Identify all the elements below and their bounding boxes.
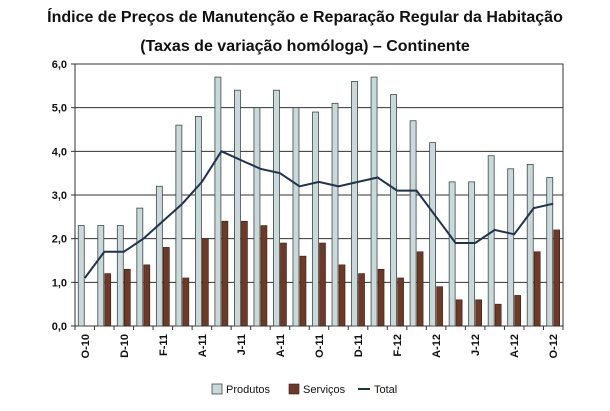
servicos-bar	[533, 251, 541, 327]
produtos-bar	[234, 89, 241, 327]
produtos-bar	[409, 120, 417, 327]
y-tick-label: 1,0	[52, 277, 67, 289]
servicos-bar	[338, 264, 346, 327]
produtos-bar	[390, 94, 397, 327]
produtos-bar	[97, 225, 105, 327]
x-tick-label: F-12	[392, 334, 404, 357]
servicos-bar	[436, 286, 443, 327]
produtos-bar	[526, 164, 534, 327]
servicos-bar	[104, 273, 112, 327]
produtos-bar	[487, 155, 495, 327]
x-tick-label: O-11	[314, 334, 326, 358]
legend-label-servicos: Serviços	[303, 384, 346, 396]
x-tick-label: A-11	[275, 334, 287, 357]
produtos-bar	[507, 168, 515, 327]
produtos-bar	[194, 116, 202, 327]
produtos-bar	[546, 177, 554, 327]
servicos-bar	[475, 299, 482, 327]
servicos-bar	[358, 273, 365, 327]
x-tick-label: J-11	[236, 334, 248, 355]
produtos-bar	[253, 107, 261, 327]
y-tick-label: 2,0	[52, 234, 67, 246]
x-tick-label: O-12	[548, 334, 560, 358]
x-tick-label: F-11	[158, 334, 170, 356]
servicos-bar	[202, 238, 209, 327]
servicos-bar	[416, 251, 424, 327]
produtos-bar	[155, 185, 163, 327]
produtos-bar	[175, 124, 183, 327]
servicos-bar	[241, 220, 248, 327]
x-tick-label: A-12	[431, 334, 443, 358]
produtos-bar	[312, 111, 319, 327]
servicos-bar	[455, 299, 463, 327]
x-tick-label: J-12	[470, 334, 482, 356]
produtos-bar	[116, 225, 124, 327]
servicos-bar	[319, 242, 326, 327]
servicos-bar	[299, 255, 307, 327]
produtos-bar	[351, 81, 358, 327]
produtos-bar	[292, 107, 300, 327]
servicos-bar	[494, 303, 502, 327]
produtos-bar	[273, 89, 280, 327]
chart-subtitle: (Taxas de variação homóloga) – Continent…	[140, 38, 470, 55]
servicos-bar	[260, 225, 268, 327]
servicos-bar	[124, 268, 131, 327]
produtos-bar	[448, 181, 456, 327]
legend-label-total: Total	[374, 384, 397, 396]
produtos-bar	[370, 76, 378, 327]
servicos-bar	[377, 268, 385, 327]
y-tick-label: 5,0	[52, 103, 67, 115]
x-tick-label: D-11	[353, 334, 365, 357]
x-tick-label: A-12	[509, 334, 521, 358]
x-tick-label: D-10	[119, 334, 131, 358]
legend-swatch-servicos	[288, 383, 300, 395]
x-tick-label: A-11	[197, 334, 209, 357]
chart-title: Índice de Preços de Manutenção e Reparaç…	[47, 9, 563, 26]
produtos-bar	[214, 76, 222, 327]
produtos-bar	[77, 225, 85, 327]
total-line	[83, 150, 554, 279]
y-tick-label: 3,0	[52, 190, 67, 202]
servicos-bar	[163, 247, 170, 327]
produtos-bar	[136, 207, 144, 327]
legend-swatch-produtos	[211, 383, 223, 395]
servicos-bar	[143, 264, 151, 327]
produtos-bar	[331, 102, 339, 327]
servicos-bar	[182, 277, 190, 327]
servicos-bar	[397, 277, 404, 327]
y-tick-label: 4,0	[52, 146, 67, 158]
servicos-bar	[280, 242, 287, 327]
servicos-bar	[221, 220, 229, 327]
x-tick-label: O-10	[80, 334, 92, 358]
servicos-bar	[514, 295, 522, 327]
y-tick-label: 0,0	[52, 321, 67, 333]
y-tick-label: 6,0	[52, 59, 67, 71]
legend-label-produtos: Produtos	[226, 384, 271, 396]
produtos-bar	[429, 142, 437, 327]
produtos-bar	[468, 181, 476, 327]
servicos-bar	[553, 229, 561, 327]
